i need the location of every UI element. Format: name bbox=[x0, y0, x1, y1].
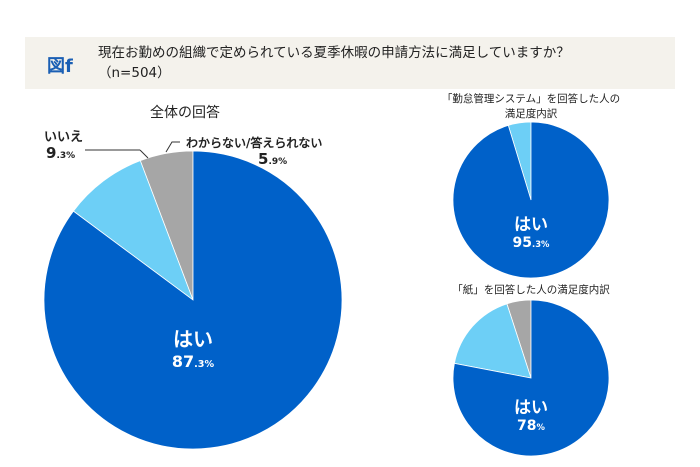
paper-pie-slice-yes bbox=[452, 299, 610, 457]
main-pie-title: 全体の回答 bbox=[150, 105, 220, 121]
value-no: 9.3% bbox=[46, 144, 76, 162]
chart-header: 図f 現在お勤めの組織で定められている夏季休暇の申請方法に満足していますか？ （n… bbox=[25, 37, 675, 89]
paper-pie-title: 「紙」を回答した人の満足度内訳 bbox=[452, 284, 610, 296]
leader-line-unknown bbox=[165, 141, 180, 153]
question-text: 現在お勤めの組織で定められている夏季休暇の申請方法に満足していますか？ bbox=[98, 45, 570, 61]
system-pie-title: 「勤怠管理システム」を回答した人の 満足度内訳 bbox=[441, 93, 621, 120]
label-no: いいえ bbox=[44, 130, 84, 145]
value-yes: 87.3% bbox=[171, 352, 215, 371]
paper-value-yes: 78% bbox=[517, 418, 545, 434]
value-unknown: 5.9% bbox=[258, 150, 288, 168]
paper-label-yes: はい bbox=[514, 398, 548, 418]
main-pie-slice-yes bbox=[43, 150, 343, 450]
label-unknown: わからない/答えられない bbox=[186, 136, 323, 150]
paper-pie-slice-no bbox=[453, 303, 532, 379]
sample-size: （n=504） bbox=[98, 65, 171, 81]
main-pie-slice-no bbox=[72, 160, 194, 302]
leader-line-no-2 bbox=[139, 149, 149, 159]
system-pie-slice-yes bbox=[452, 121, 610, 279]
system-value-yes: 95.3% bbox=[512, 235, 550, 251]
label-yes: はい bbox=[173, 327, 213, 351]
system-label-yes: はい bbox=[514, 215, 548, 235]
figure-label: 図f bbox=[47, 56, 73, 77]
